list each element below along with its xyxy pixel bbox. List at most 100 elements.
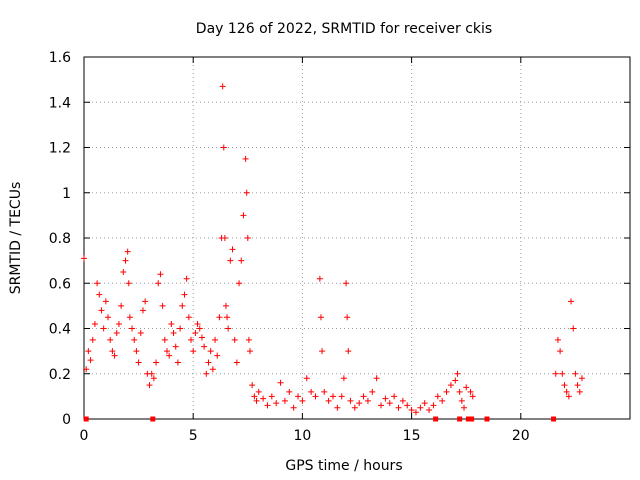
data-point: [113, 330, 120, 337]
data-point: [563, 388, 570, 395]
data-point: [277, 379, 284, 386]
data-point: [461, 404, 468, 411]
data-point: [118, 302, 125, 309]
data-point: [222, 302, 229, 309]
data-point: [115, 320, 122, 327]
data-point: [308, 388, 315, 395]
data-point: [344, 314, 351, 321]
data-point: [196, 325, 203, 332]
y-tick-label: 0.4: [49, 322, 71, 338]
data-point: [131, 336, 138, 343]
data-point: [329, 393, 336, 400]
data-point: [109, 348, 116, 355]
data-point: [185, 314, 192, 321]
data-point: [201, 343, 208, 350]
data-point: [224, 314, 231, 321]
data-point: [150, 375, 157, 382]
data-point: [447, 382, 454, 389]
data-point: [231, 336, 238, 343]
data-point: [356, 400, 363, 407]
y-tick-label: 0.2: [49, 367, 71, 383]
data-point: [561, 382, 568, 389]
data-point-zero: [83, 416, 89, 422]
data-point: [295, 393, 302, 400]
x-tick-label: 20: [512, 428, 530, 444]
data-point: [565, 393, 572, 400]
data-point: [286, 388, 293, 395]
data-point: [378, 402, 385, 409]
data-point: [166, 352, 173, 359]
data-point: [111, 352, 118, 359]
data-point: [576, 388, 583, 395]
data-point: [227, 257, 234, 264]
data-point: [369, 388, 376, 395]
data-point: [458, 397, 465, 404]
data-point: [205, 359, 212, 366]
data-point: [94, 280, 101, 287]
data-point: [148, 370, 155, 377]
data-point: [198, 334, 205, 341]
data-point: [161, 336, 168, 343]
data-point: [412, 409, 419, 416]
data-point: [214, 352, 221, 359]
data-point: [240, 212, 247, 219]
data-point: [281, 397, 288, 404]
data-point-zero: [551, 416, 557, 422]
data-point: [434, 393, 441, 400]
data-point: [174, 359, 181, 366]
data-point: [157, 271, 164, 278]
data-point: [386, 400, 393, 407]
data-point: [172, 343, 179, 350]
data-point: [572, 370, 579, 377]
data-point: [242, 155, 249, 162]
data-marks: [81, 83, 585, 422]
data-point: [153, 359, 160, 366]
data-point: [417, 404, 424, 411]
data-point: [207, 348, 214, 355]
x-tick-label: 5: [189, 428, 198, 444]
data-point: [243, 189, 250, 196]
x-tick-label: 0: [80, 428, 89, 444]
data-point: [85, 348, 92, 355]
data-point: [146, 382, 153, 389]
data-point-zero: [465, 416, 471, 422]
data-point: [268, 393, 275, 400]
y-tick-label: 1.2: [49, 141, 71, 157]
data-point: [122, 257, 129, 264]
data-point: [100, 325, 107, 332]
data-point: [192, 330, 199, 337]
data-point: [105, 314, 112, 321]
data-point: [126, 314, 133, 321]
data-point: [155, 280, 162, 287]
data-point: [373, 375, 380, 382]
data-point: [469, 393, 476, 400]
data-point: [221, 235, 228, 241]
data-point: [454, 370, 461, 377]
y-axis-label: SRMTID / TECUs: [8, 182, 24, 295]
data-point: [203, 370, 210, 377]
data-point: [338, 393, 345, 400]
data-point: [177, 325, 184, 332]
data-point: [188, 336, 195, 343]
data-point: [408, 406, 415, 413]
data-point: [87, 357, 94, 364]
data-point: [316, 275, 323, 282]
data-point: [209, 366, 216, 373]
data-point: [135, 359, 142, 366]
data-point: [317, 314, 324, 321]
gridlines: [84, 57, 630, 419]
data-point: [557, 348, 564, 355]
data-point: [325, 397, 332, 404]
y-tick-label: 1: [62, 186, 71, 202]
data-point: [552, 370, 559, 377]
data-point: [219, 83, 226, 90]
data-point: [343, 280, 350, 287]
data-point: [179, 302, 186, 309]
chart-title: Day 126 of 2022, SRMTID for receiver cki…: [196, 21, 492, 37]
data-point: [273, 400, 280, 407]
x-tick-label: 10: [293, 428, 311, 444]
data-point: [452, 377, 459, 384]
data-point: [220, 144, 227, 151]
data-point: [129, 325, 136, 332]
